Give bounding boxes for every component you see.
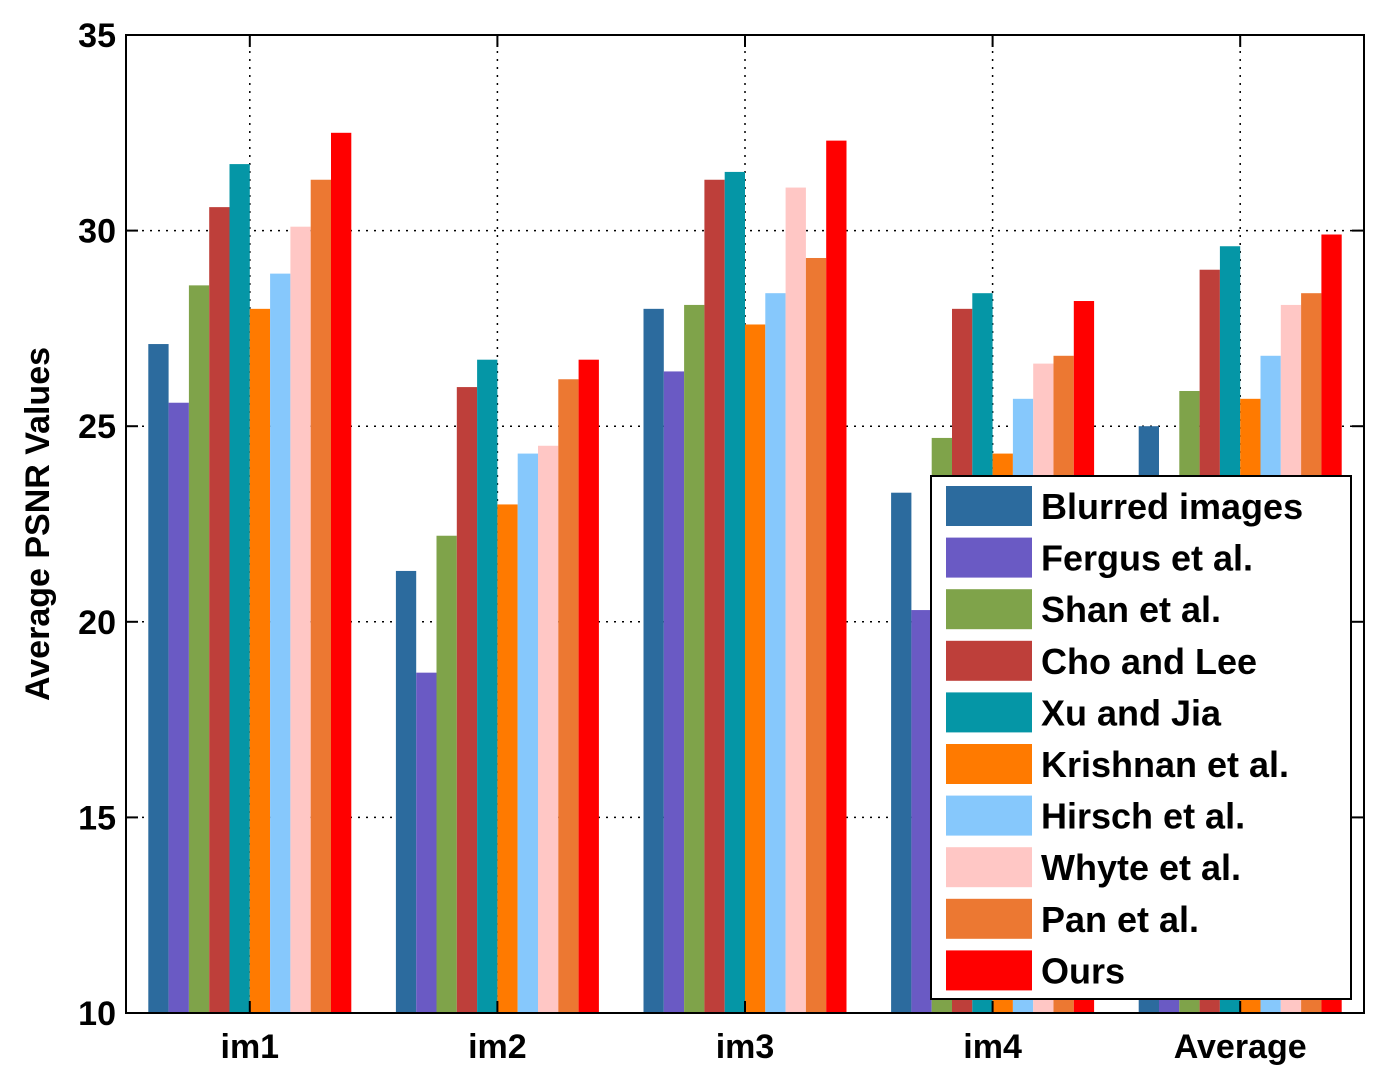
bar bbox=[643, 308, 664, 1014]
bar bbox=[704, 179, 725, 1013]
legend-label: Ours bbox=[1041, 950, 1125, 991]
x-tick-label: im2 bbox=[468, 1028, 527, 1066]
bar bbox=[395, 570, 417, 1013]
y-tick-label: 10 bbox=[78, 995, 116, 1033]
bar bbox=[558, 379, 579, 1014]
bar bbox=[684, 304, 705, 1014]
legend-swatch bbox=[946, 640, 1032, 681]
bar bbox=[416, 672, 437, 1013]
y-tick-label: 15 bbox=[78, 799, 116, 837]
legend-label: Whyte et al. bbox=[1041, 847, 1241, 888]
bar bbox=[745, 324, 766, 1013]
legend-label: Cho and Lee bbox=[1041, 641, 1257, 682]
legend: Blurred images Fergus et al. Shan et al. Ch… bbox=[930, 475, 1352, 1000]
y-tick-label: 25 bbox=[78, 408, 116, 446]
bar bbox=[663, 371, 685, 1013]
bar bbox=[785, 187, 806, 1013]
y-tick-label: 30 bbox=[78, 213, 116, 251]
legend-swatch bbox=[946, 898, 1032, 939]
legend-label: Shan et al. bbox=[1041, 589, 1221, 630]
y-axis-title: Average PSNR Values bbox=[19, 347, 57, 701]
legend-label: Xu and Jia bbox=[1041, 692, 1222, 733]
legend-swatch bbox=[946, 847, 1032, 888]
bar bbox=[497, 504, 518, 1013]
bar bbox=[477, 359, 498, 1013]
bar bbox=[270, 273, 291, 1014]
bar bbox=[911, 610, 932, 1013]
legend-label: Pan et al. bbox=[1041, 899, 1199, 940]
bar bbox=[436, 535, 457, 1013]
y-tick-label: 20 bbox=[78, 604, 116, 642]
legend-swatch bbox=[946, 692, 1032, 733]
bar bbox=[168, 402, 189, 1013]
bar bbox=[891, 492, 912, 1014]
bar bbox=[209, 207, 230, 1014]
bar bbox=[331, 132, 352, 1014]
bar bbox=[765, 293, 786, 1013]
x-tick-label: im3 bbox=[716, 1028, 775, 1066]
bar bbox=[805, 257, 827, 1013]
bar bbox=[578, 359, 599, 1013]
legend-label: Krishnan et al. bbox=[1041, 744, 1289, 785]
x-tick-label: im4 bbox=[963, 1028, 1022, 1066]
legend-label: Fergus et al. bbox=[1041, 538, 1253, 579]
axis-ticks: 10 15 20 25 30 35 im1 im2 im3 im4 Average bbox=[78, 17, 1364, 1066]
bar bbox=[538, 445, 559, 1013]
x-tick-label: im1 bbox=[221, 1028, 280, 1066]
legend-label: Blurred images bbox=[1041, 486, 1303, 527]
bar bbox=[290, 226, 311, 1014]
legend-swatch bbox=[946, 589, 1032, 630]
legend-swatch bbox=[946, 744, 1032, 784]
legend-swatch bbox=[946, 950, 1032, 991]
legend-label: Hirsch et al. bbox=[1041, 796, 1245, 837]
legend-swatch bbox=[946, 486, 1032, 526]
bar bbox=[188, 285, 210, 1013]
bar bbox=[249, 308, 271, 1014]
bar bbox=[456, 387, 478, 1014]
bar bbox=[229, 164, 250, 1013]
y-tick-label: 35 bbox=[78, 17, 116, 55]
bar bbox=[517, 453, 538, 1014]
x-tick-label: Average bbox=[1174, 1028, 1307, 1066]
legend-swatch bbox=[946, 537, 1032, 578]
bar bbox=[724, 171, 745, 1014]
bar bbox=[826, 140, 847, 1013]
bar bbox=[148, 344, 169, 1014]
legend-swatch bbox=[946, 795, 1032, 836]
bar bbox=[310, 179, 331, 1013]
